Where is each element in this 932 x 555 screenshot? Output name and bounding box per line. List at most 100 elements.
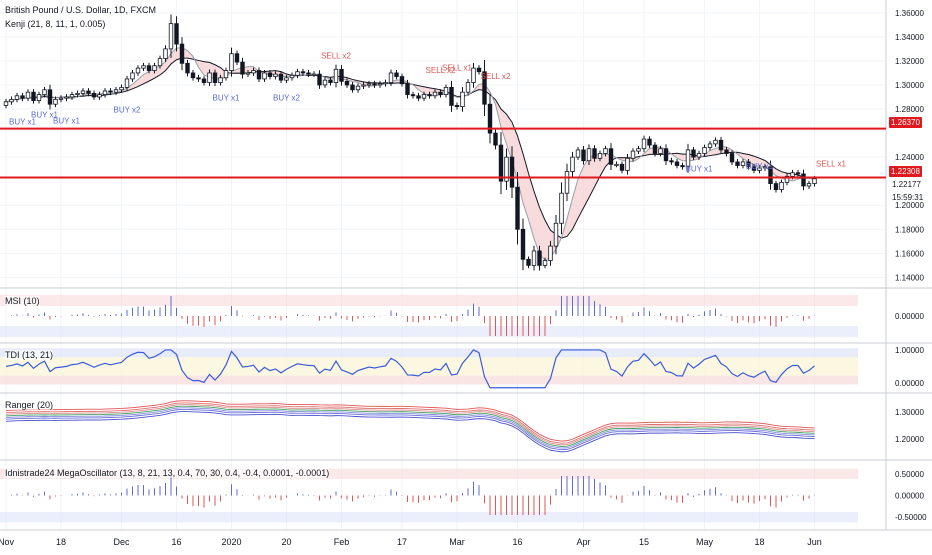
candle-body <box>9 98 14 103</box>
signal-label: BUY x1 <box>746 162 774 171</box>
candle-body <box>432 91 438 97</box>
candle-body <box>377 83 383 86</box>
upper-level-tag: 1.26370 <box>889 117 922 128</box>
candle-body <box>25 91 31 99</box>
x-tick-label: 20 <box>281 537 291 547</box>
candle-body <box>592 148 597 159</box>
candle-body <box>647 138 652 146</box>
signal-label: BUY x1 <box>31 110 59 119</box>
candle-body <box>372 83 377 86</box>
x-tick-label: May <box>696 537 714 547</box>
mega-upper-zone <box>0 468 858 480</box>
x-tick-label: 17 <box>397 537 407 547</box>
countdown-label: 15:59:31 <box>892 193 924 202</box>
candle-body <box>570 156 575 172</box>
candle-body <box>735 161 740 166</box>
candle-body <box>537 250 542 266</box>
candle-body <box>520 228 526 260</box>
y-tick-label: 1.32000 <box>895 57 924 66</box>
candle-body <box>245 72 251 75</box>
x-tick-label: 16 <box>171 537 181 547</box>
candle-body <box>542 260 548 266</box>
candle-body <box>449 86 454 106</box>
candle-body <box>328 79 333 83</box>
candle-body <box>454 105 460 108</box>
candle-body <box>751 166 757 171</box>
candle-body <box>218 77 223 83</box>
mega-lower-zone <box>0 511 858 523</box>
signal-label: BUY x2 <box>114 106 142 115</box>
signal-label: BUY x1 <box>53 116 81 125</box>
candle-body <box>80 90 86 94</box>
y-tick-label: 1.18000 <box>895 225 924 234</box>
candle-body <box>251 70 256 74</box>
candle-body <box>311 73 317 76</box>
candle-body <box>361 84 366 87</box>
candle-body <box>498 144 504 182</box>
x-tick-label: Feb <box>334 537 350 547</box>
candle-body <box>102 90 108 95</box>
candle-body <box>383 82 388 85</box>
kenji-fast-line <box>5 47 815 261</box>
candle-body <box>493 132 498 146</box>
candle-body <box>179 43 185 64</box>
candle-body <box>740 161 746 166</box>
signal-label: SELL x2 <box>321 52 351 61</box>
x-tick-label: Mar <box>449 537 465 547</box>
candle-body <box>553 222 559 247</box>
candle-body <box>190 72 196 79</box>
candle-body <box>91 92 97 98</box>
candle-body <box>460 91 465 108</box>
x-tick-label: 16 <box>512 537 522 547</box>
y-tick-label: 1.36000 <box>895 9 924 18</box>
candle-body <box>652 144 658 154</box>
candle-body <box>707 143 713 148</box>
candle-body <box>273 73 278 77</box>
ranger-band-line <box>5 407 815 449</box>
candle-body <box>658 148 663 154</box>
candle-body <box>119 86 124 91</box>
candle-body <box>201 78 207 83</box>
candle-body <box>575 149 581 158</box>
candle-body <box>691 149 696 158</box>
candle-body <box>718 139 724 151</box>
candle-body <box>113 89 119 93</box>
candle-body <box>322 79 328 86</box>
candle-body <box>168 23 174 50</box>
candle-body <box>212 72 218 83</box>
candle-body <box>724 149 729 154</box>
tdi-mid-zone <box>0 357 858 376</box>
x-tick-label: Jun <box>807 537 822 547</box>
candle-body <box>625 157 630 171</box>
candle-body <box>476 67 482 73</box>
candle-body <box>36 94 42 101</box>
candle-body <box>548 245 553 261</box>
candle-body <box>438 91 443 95</box>
candle-body <box>509 156 515 188</box>
candle-body <box>410 94 416 97</box>
candle-body <box>487 103 493 134</box>
candle-body <box>152 65 157 71</box>
candle-body <box>350 84 355 91</box>
mega-tick-label: 0.50000 <box>895 470 924 479</box>
candle-body <box>768 166 773 184</box>
candle-body <box>47 89 53 105</box>
candle-body <box>333 68 339 83</box>
candle-body <box>696 153 702 158</box>
candle-body <box>504 156 509 182</box>
candle-body <box>3 101 9 106</box>
candle-body <box>185 62 190 74</box>
msi-tick-label: 0.00000 <box>895 312 924 321</box>
candle-body <box>586 148 592 162</box>
y-tick-label: 1.34000 <box>895 33 924 42</box>
ranger-band-line <box>5 411 815 453</box>
megaoscillator-pane-label: Idnistrade24 MegaOscillator (13, 8, 21, … <box>5 468 330 478</box>
candle-body <box>196 77 201 80</box>
candle-body <box>630 150 636 159</box>
candle-body <box>86 90 91 94</box>
candle-body <box>674 161 680 166</box>
candle-body <box>801 173 806 187</box>
candle-body <box>443 86 449 95</box>
candle-body <box>64 96 69 99</box>
candle-body <box>795 172 801 175</box>
